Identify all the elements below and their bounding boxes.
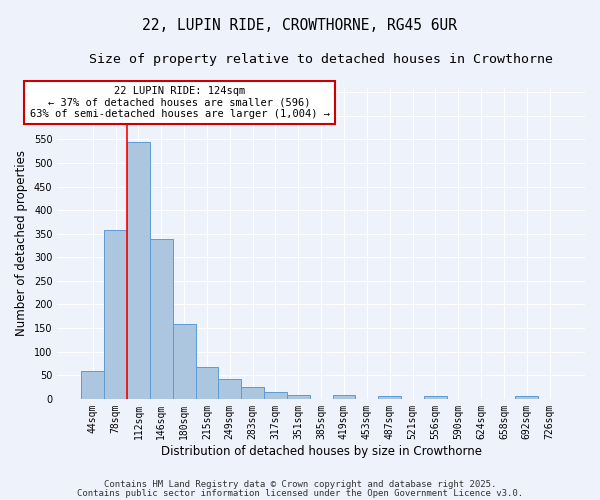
Bar [173, 324, 196, 399]
Bar [424, 396, 447, 399]
Bar [196, 367, 218, 399]
Text: 22 LUPIN RIDE: 124sqm
← 37% of detached houses are smaller (596)
63% of semi-det: 22 LUPIN RIDE: 124sqm ← 37% of detached … [29, 86, 329, 119]
Text: Contains public sector information licensed under the Open Government Licence v3: Contains public sector information licen… [77, 490, 523, 498]
Bar [515, 396, 538, 399]
Bar [127, 142, 150, 399]
Bar [150, 240, 173, 399]
Bar [81, 372, 104, 399]
X-axis label: Distribution of detached houses by size in Crowthorne: Distribution of detached houses by size … [161, 444, 482, 458]
Y-axis label: Number of detached properties: Number of detached properties [15, 150, 28, 336]
Bar [241, 387, 264, 399]
Title: Size of property relative to detached houses in Crowthorne: Size of property relative to detached ho… [89, 52, 553, 66]
Bar [218, 379, 241, 399]
Bar [332, 395, 355, 399]
Bar [104, 230, 127, 399]
Text: Contains HM Land Registry data © Crown copyright and database right 2025.: Contains HM Land Registry data © Crown c… [104, 480, 496, 489]
Bar [287, 395, 310, 399]
Bar [264, 392, 287, 399]
Text: 22, LUPIN RIDE, CROWTHORNE, RG45 6UR: 22, LUPIN RIDE, CROWTHORNE, RG45 6UR [143, 18, 458, 32]
Bar [378, 396, 401, 399]
